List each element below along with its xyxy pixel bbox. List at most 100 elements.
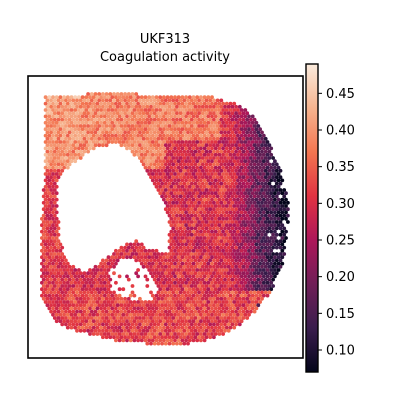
spot bbox=[41, 258, 46, 263]
spot bbox=[187, 146, 192, 151]
spot bbox=[261, 223, 266, 228]
spot bbox=[43, 120, 48, 125]
spot bbox=[199, 332, 203, 336]
spot bbox=[169, 101, 174, 106]
spot bbox=[187, 223, 192, 228]
spot bbox=[217, 184, 222, 189]
spot bbox=[73, 114, 78, 119]
spot bbox=[176, 325, 181, 330]
spot bbox=[160, 264, 165, 269]
spot bbox=[228, 319, 233, 324]
spot bbox=[71, 303, 76, 308]
spot bbox=[226, 252, 231, 256]
spot bbox=[193, 98, 198, 103]
spot bbox=[252, 194, 257, 199]
spot bbox=[193, 194, 198, 199]
spot bbox=[180, 229, 185, 234]
spot bbox=[173, 236, 177, 240]
spot bbox=[165, 280, 170, 285]
spot bbox=[123, 104, 127, 109]
spot bbox=[202, 127, 207, 132]
spot bbox=[150, 165, 155, 170]
spot bbox=[199, 165, 203, 170]
spot bbox=[86, 104, 90, 109]
spot bbox=[237, 290, 242, 295]
spot bbox=[213, 210, 218, 215]
spot bbox=[186, 98, 190, 103]
spot bbox=[167, 271, 172, 276]
spot bbox=[158, 95, 163, 100]
spot bbox=[234, 143, 239, 148]
spot bbox=[195, 159, 200, 164]
spot bbox=[226, 328, 231, 333]
spot bbox=[197, 303, 202, 308]
spot bbox=[213, 274, 218, 279]
spot bbox=[189, 207, 194, 212]
spot bbox=[215, 156, 220, 160]
spot bbox=[169, 261, 174, 266]
spot bbox=[199, 197, 203, 202]
spot bbox=[195, 312, 200, 317]
spot bbox=[237, 200, 242, 205]
spot bbox=[99, 268, 103, 272]
spot bbox=[208, 188, 213, 192]
spot bbox=[134, 149, 139, 154]
spot bbox=[47, 133, 52, 138]
spot bbox=[62, 312, 66, 317]
spot bbox=[150, 152, 155, 157]
spot bbox=[145, 335, 150, 340]
spot bbox=[65, 127, 70, 132]
spot bbox=[210, 255, 214, 260]
spot bbox=[138, 124, 142, 128]
spot bbox=[208, 130, 213, 135]
colorbar-tick-label: 0.30 bbox=[326, 197, 355, 212]
spot bbox=[152, 258, 157, 263]
spot bbox=[212, 168, 216, 173]
spot bbox=[274, 175, 279, 180]
spot bbox=[180, 300, 185, 304]
spot bbox=[241, 232, 246, 237]
spot bbox=[184, 255, 189, 260]
spot bbox=[200, 156, 205, 160]
spot bbox=[197, 316, 202, 320]
spot bbox=[117, 114, 122, 119]
spot bbox=[234, 130, 239, 135]
spot bbox=[258, 152, 262, 157]
spot bbox=[156, 149, 161, 154]
spot bbox=[217, 223, 222, 228]
spot bbox=[224, 312, 229, 317]
spot bbox=[165, 120, 170, 125]
spot bbox=[128, 332, 133, 336]
spot bbox=[117, 338, 122, 343]
spot bbox=[239, 120, 244, 125]
spot bbox=[49, 309, 53, 314]
spot bbox=[160, 316, 165, 320]
spot bbox=[86, 149, 90, 154]
spot bbox=[169, 306, 174, 311]
spot bbox=[199, 242, 203, 247]
spot bbox=[112, 92, 116, 96]
spot bbox=[204, 239, 209, 244]
spot bbox=[265, 172, 270, 176]
spot bbox=[232, 197, 237, 202]
spot bbox=[106, 280, 111, 285]
spot bbox=[93, 264, 98, 269]
spot bbox=[160, 175, 165, 180]
spot bbox=[167, 200, 172, 205]
spot bbox=[104, 328, 109, 333]
spot bbox=[156, 136, 161, 141]
spot bbox=[93, 143, 98, 148]
spot bbox=[267, 149, 272, 154]
spot bbox=[132, 300, 137, 304]
spot bbox=[276, 242, 281, 247]
spot bbox=[115, 252, 120, 256]
spot bbox=[80, 127, 85, 132]
spot bbox=[147, 325, 152, 330]
spot bbox=[165, 319, 170, 324]
spot bbox=[191, 293, 196, 298]
spot bbox=[254, 280, 259, 285]
spot bbox=[256, 143, 261, 148]
spot bbox=[93, 309, 98, 314]
spot bbox=[232, 312, 237, 317]
spot bbox=[206, 159, 211, 164]
